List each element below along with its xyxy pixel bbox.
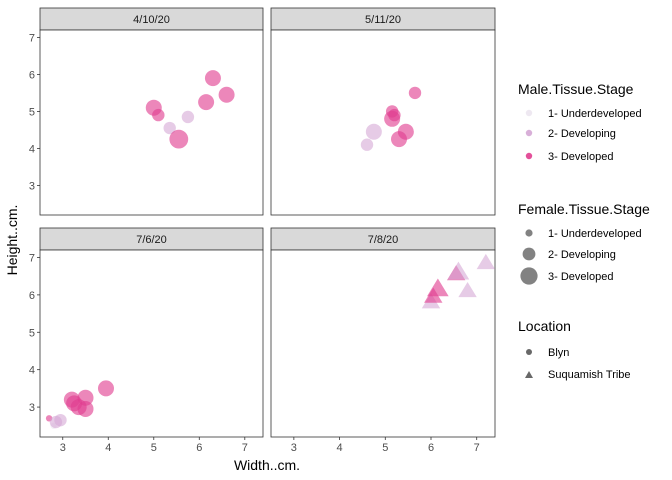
legend-key-male xyxy=(525,152,533,160)
legend-key-female xyxy=(525,229,533,237)
legend-label-female: 2- Developing xyxy=(548,249,616,261)
data-point-circle xyxy=(384,110,401,127)
data-point-circle xyxy=(365,123,382,140)
x-tick-label: 6 xyxy=(428,442,434,454)
legend-label-male: 2- Developing xyxy=(548,128,616,140)
y-tick-label: 5 xyxy=(29,327,35,339)
legend-label-male: 3- Developed xyxy=(548,151,613,163)
data-point-circle xyxy=(198,94,215,111)
y-tick-label: 7 xyxy=(29,252,35,264)
legend-key-female xyxy=(522,247,536,261)
x-tick-label: 5 xyxy=(151,442,157,454)
data-point-circle xyxy=(204,70,221,87)
x-tick-label: 7 xyxy=(242,442,248,454)
y-tick-label: 6 xyxy=(29,290,35,302)
data-point-circle xyxy=(181,110,195,124)
facet-strip-label: 4/10/20 xyxy=(133,14,170,26)
x-tick-label: 7 xyxy=(474,442,480,454)
facet-panel xyxy=(270,29,496,216)
data-point-triangle xyxy=(458,281,477,298)
legend-key-triangle xyxy=(525,371,533,378)
x-tick-label: 3 xyxy=(291,442,297,454)
y-axis-title: Height..cm. xyxy=(4,205,20,276)
data-point-circle xyxy=(408,86,422,100)
data-point-circle xyxy=(397,123,414,140)
y-tick-label: 3 xyxy=(29,180,35,192)
legend-key-male xyxy=(525,129,533,137)
y-tick-label: 7 xyxy=(29,32,35,44)
legend-label-female: 1- Underdeveloped xyxy=(548,228,642,240)
data-point-circle xyxy=(152,108,165,122)
y-tick-label: 3 xyxy=(29,402,35,414)
data-point-triangle xyxy=(427,278,449,297)
facet-strip-label: 5/11/20 xyxy=(365,14,401,26)
data-point-circle xyxy=(360,138,374,151)
x-axis-title: Width..cm. xyxy=(234,457,300,473)
legend-key-female xyxy=(520,267,538,285)
legend-label-location: Suquamish Tribe xyxy=(548,369,631,381)
x-tick-label: 5 xyxy=(382,442,388,454)
y-tick-label: 6 xyxy=(29,69,35,81)
facet-panel xyxy=(270,249,496,438)
data-point-triangle xyxy=(447,261,470,280)
data-point-circle xyxy=(163,121,176,135)
legend-label-location: Blyn xyxy=(548,347,569,359)
data-point-circle xyxy=(218,86,235,103)
data-point-circle xyxy=(77,389,94,406)
data-point-triangle xyxy=(476,253,496,270)
legend-title-female: Female.Tissue.Stage xyxy=(518,201,650,217)
legend-label-male: 1- Underdeveloped xyxy=(548,108,642,120)
legend-title-location: Location xyxy=(518,318,571,334)
data-point-circle xyxy=(77,400,94,417)
legend-key-circle xyxy=(526,349,532,355)
x-tick-label: 4 xyxy=(337,442,343,454)
data-point-circle xyxy=(97,380,114,397)
y-tick-label: 5 xyxy=(29,106,35,118)
facet-strip-label: 7/8/20 xyxy=(368,234,399,246)
legend-key-male xyxy=(525,109,533,117)
y-tick-label: 4 xyxy=(29,143,35,155)
x-tick-label: 6 xyxy=(196,442,202,454)
facet-strip-label: 7/6/20 xyxy=(136,234,167,246)
y-tick-label: 4 xyxy=(29,365,35,377)
legend-label-female: 3- Developed xyxy=(548,271,613,283)
x-tick-label: 3 xyxy=(60,442,66,454)
legend-title-male: Male.Tissue.Stage xyxy=(518,81,634,97)
facet-panel xyxy=(39,29,264,216)
data-point-circle xyxy=(54,413,67,427)
x-tick-label: 4 xyxy=(105,442,111,454)
data-point-circle xyxy=(169,129,189,149)
